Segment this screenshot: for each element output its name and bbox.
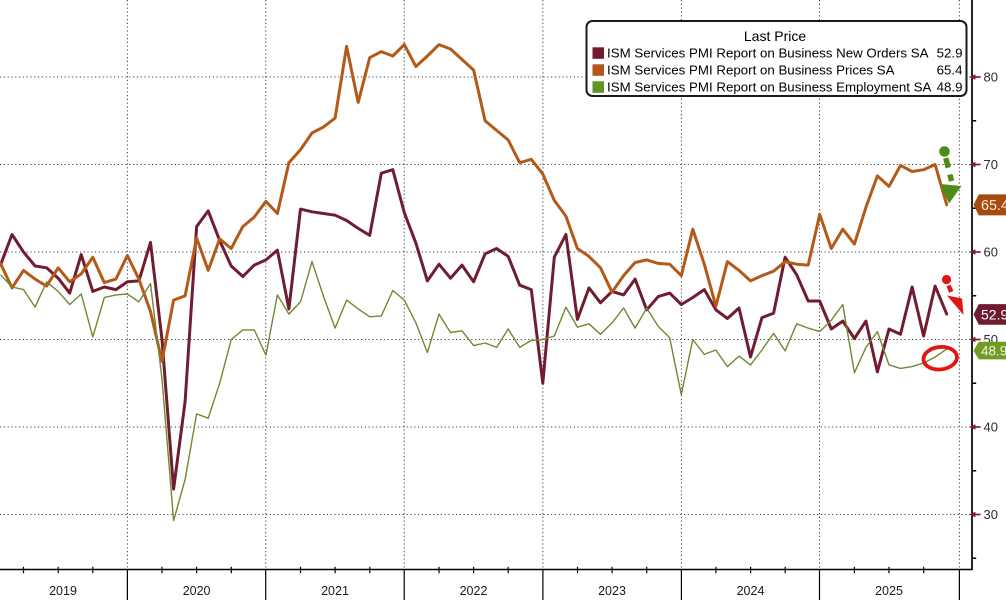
svg-text:80: 80 [984,70,998,85]
svg-text:2020: 2020 [183,584,211,598]
svg-text:48.9: 48.9 [937,80,963,95]
svg-text:60: 60 [984,245,998,260]
svg-text:2019: 2019 [49,584,77,598]
svg-text:2023: 2023 [598,584,626,598]
svg-text:2021: 2021 [321,584,349,598]
svg-text:40: 40 [984,420,998,435]
svg-text:70: 70 [984,157,998,172]
svg-text:30: 30 [984,507,998,522]
svg-text:Last Price: Last Price [744,28,806,44]
svg-text:2024: 2024 [737,584,765,598]
svg-text:48.9: 48.9 [981,343,1006,358]
svg-text:ISM Services PMI Report on Bus: ISM Services PMI Report on Business New … [607,46,929,61]
svg-text:65.4: 65.4 [937,63,963,78]
svg-text:ISM Services PMI Report on Bus: ISM Services PMI Report on Business Pric… [607,63,895,78]
svg-text:2022: 2022 [460,584,488,598]
svg-text:52.9: 52.9 [981,306,1006,322]
svg-text:ISM Services PMI Report on Bus: ISM Services PMI Report on Business Empl… [607,80,932,95]
svg-text:2025: 2025 [875,584,903,598]
svg-text:65.4: 65.4 [981,198,1006,214]
svg-text:52.9: 52.9 [937,46,963,61]
